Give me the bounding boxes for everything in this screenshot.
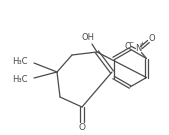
Text: O: O [78, 124, 86, 132]
Text: H₃C: H₃C [12, 57, 28, 65]
Text: −: − [129, 39, 134, 44]
Text: O: O [148, 34, 155, 43]
Text: OH: OH [81, 33, 94, 43]
Text: O: O [124, 42, 131, 51]
Text: H₃C: H₃C [12, 75, 28, 85]
Text: N: N [135, 44, 142, 53]
Text: +: + [139, 41, 144, 46]
